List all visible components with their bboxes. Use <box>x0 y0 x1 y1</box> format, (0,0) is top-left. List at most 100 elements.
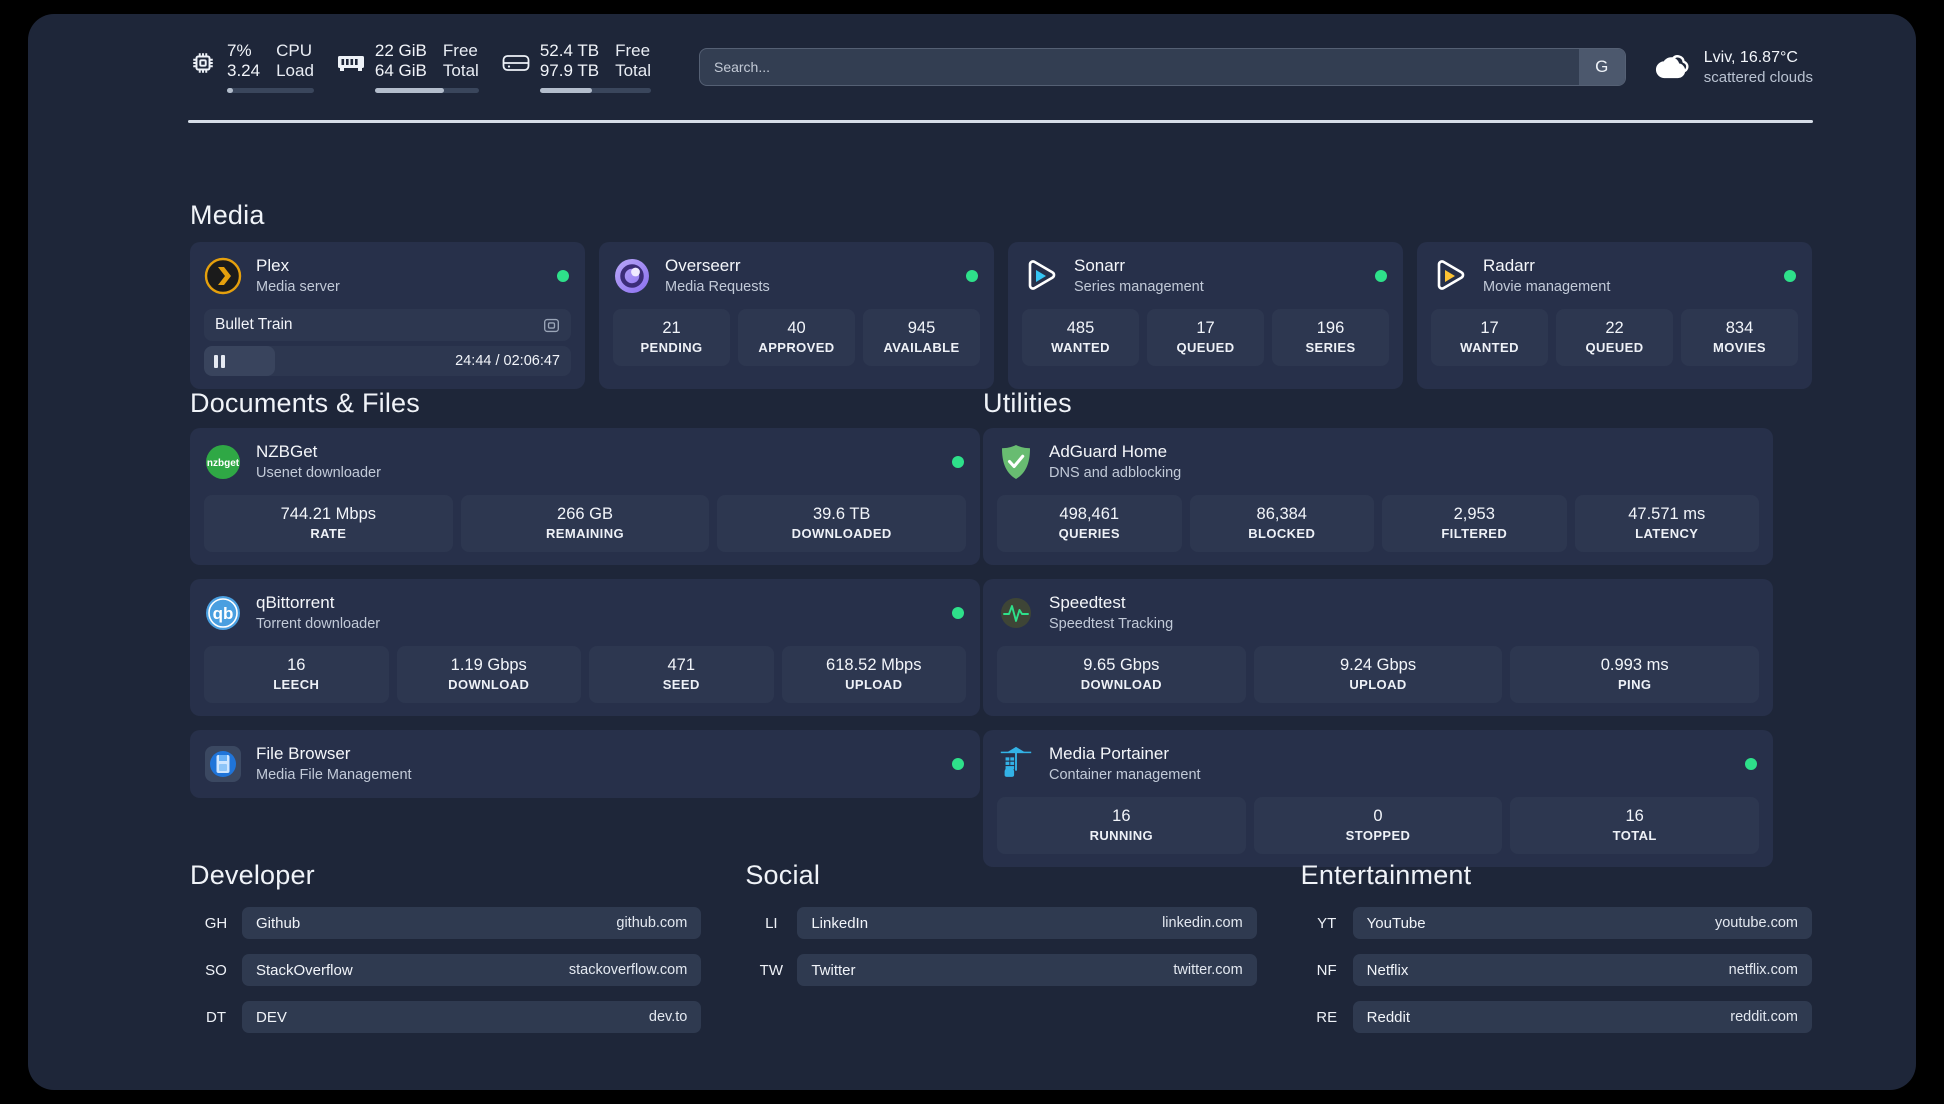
service-description: Torrent downloader <box>256 616 381 632</box>
cloud-icon <box>1652 47 1692 87</box>
service-card-titles: Overseerr Media Requests <box>665 255 770 297</box>
stat-value: 40 <box>787 319 806 337</box>
service-stat-tile[interactable]: 16 LEECH <box>204 646 389 703</box>
service-stat-tile[interactable]: 9.65 Gbps DOWNLOAD <box>997 646 1246 703</box>
bookmark-item[interactable]: GH Github github.com <box>190 907 702 939</box>
bookmark-url: reddit.com <box>1730 1009 1798 1025</box>
media-card-row: Plex Media server Bullet Train 24:44 / 02:0… <box>190 242 1812 389</box>
service-card[interactable]: Sonarr Series management 485 WANTED 17 QUEUED… <box>1008 242 1403 389</box>
stat-value: 0.993 ms <box>1600 656 1669 674</box>
stat-value: 86,384 <box>1256 505 1307 523</box>
service-card[interactable]: AdGuard Home DNS and adblocking 498,461 QUE… <box>983 428 1773 565</box>
service-card[interactable]: Overseerr Media Requests 21 PENDING 40 APPROV… <box>599 242 994 389</box>
service-name: Radarr <box>1483 256 1535 275</box>
service-stat-tile[interactable]: 485 WANTED <box>1022 309 1139 366</box>
service-name: Media Portainer <box>1049 744 1170 763</box>
service-stat-tile[interactable]: 0 STOPPED <box>1253 797 1503 854</box>
search-engine-button[interactable]: G <box>1578 49 1625 85</box>
service-card-header: Media Portainer Container management <box>997 743 1759 785</box>
service-card[interactable]: Plex Media server Bullet Train 24:44 / 02:0… <box>190 242 585 389</box>
service-description: Media File Management <box>256 767 412 783</box>
service-name: Sonarr <box>1074 256 1126 275</box>
bookmark-body: LinkedIn linkedin.com <box>797 907 1257 939</box>
stat-value: 2,953 <box>1453 505 1495 523</box>
service-stat-tile[interactable]: 17 WANTED <box>1431 309 1548 366</box>
service-card[interactable]: nzbget NZBGet Usenet downloader 744.21 Mbps… <box>190 428 980 565</box>
service-stat-tile[interactable]: 196 SERIES <box>1272 309 1389 366</box>
service-stat-tile[interactable]: 1.19 Gbps DOWNLOAD <box>396 646 581 703</box>
service-stat-tile[interactable]: 40 APPROVED <box>738 309 855 366</box>
weather-widget[interactable]: Lviv, 16.87°C scattered clouds <box>1652 47 1813 88</box>
service-stat-tile[interactable]: 22 QUEUED <box>1556 309 1673 366</box>
service-card-titles: Sonarr Series management <box>1074 255 1204 297</box>
service-card-header: File Browser Media File Management <box>204 743 966 785</box>
search-bar[interactable]: G <box>698 48 1626 86</box>
service-stat-tile[interactable]: 86,384 BLOCKED <box>1189 495 1374 552</box>
pause-icon[interactable] <box>214 354 225 368</box>
service-stat-tile[interactable]: 498,461 QUERIES <box>997 495 1182 552</box>
stat-label: RUNNING <box>1089 828 1154 843</box>
bookmark-item[interactable]: LI LinkedIn linkedin.com <box>745 907 1257 939</box>
cast-icon[interactable] <box>543 317 560 334</box>
service-stat-tile[interactable]: 39.6 TB DOWNLOADED <box>717 495 967 552</box>
bookmark-body: YouTube youtube.com <box>1352 907 1812 939</box>
section-title-media: Media <box>190 200 265 230</box>
stat-label: DOWNLOAD <box>1080 677 1162 692</box>
bookmark-item[interactable]: DT DEV dev.to <box>190 1001 702 1033</box>
search-input[interactable] <box>699 49 1579 85</box>
service-stat-tile[interactable]: 2,953 FILTERED <box>1382 495 1567 552</box>
service-description: Media server <box>256 279 340 295</box>
service-card[interactable]: Radarr Movie management 17 WANTED 22 QUEUED 83… <box>1417 242 1812 389</box>
service-name: File Browser <box>256 744 351 763</box>
service-stat-tile[interactable]: 945 AVAILABLE <box>863 309 980 366</box>
bookmark-url: twitter.com <box>1173 962 1243 978</box>
service-stat-tile[interactable]: 17 QUEUED <box>1147 309 1264 366</box>
service-stat-tile[interactable]: 0.993 ms PING <box>1510 646 1760 703</box>
service-card-header: Sonarr Series management <box>1022 255 1389 297</box>
memory-used-value: 22 GiB <box>374 41 427 60</box>
service-card-titles: Plex Media server <box>256 255 340 297</box>
bookmark-abbreviation: RE <box>1316 1008 1338 1026</box>
stat-value: 834 <box>1725 319 1754 337</box>
service-card-header: qb qBittorrent Torrent downloader <box>204 592 966 634</box>
bookmark-url: stackoverflow.com <box>568 962 688 978</box>
ram-icon <box>336 48 366 78</box>
service-description: Media Requests <box>665 279 770 295</box>
stat-value: 22 <box>1605 319 1624 337</box>
bookmark-item[interactable]: TW Twitter twitter.com <box>745 954 1257 986</box>
bookmark-item[interactable]: NF Netflix netflix.com <box>1301 954 1812 986</box>
service-card[interactable]: Media Portainer Container management 16 RUN… <box>983 730 1773 867</box>
bookmark-item[interactable]: YT YouTube youtube.com <box>1301 907 1812 939</box>
section-title-documents: Documents & Files <box>190 388 420 418</box>
service-stat-tile[interactable]: 834 MOVIES <box>1681 309 1798 366</box>
service-stat-tile[interactable]: 618.52 Mbps UPLOAD <box>781 646 966 703</box>
status-badge <box>557 270 569 282</box>
stat-label: APPROVED <box>758 340 835 355</box>
service-stat-tile[interactable]: 471 SEED <box>589 646 774 703</box>
stat-label: FILTERED <box>1441 526 1508 541</box>
stat-value: 39.6 TB <box>812 505 871 523</box>
service-description: Container management <box>1049 767 1201 783</box>
stat-value: 485 <box>1066 319 1095 337</box>
service-stat-tile[interactable]: 21 PENDING <box>613 309 730 366</box>
service-card[interactable]: File Browser Media File Management <box>190 730 980 798</box>
service-card[interactable]: qb qBittorrent Torrent downloader 16 LEECH 1.… <box>190 579 980 716</box>
bookmark-body: Netflix netflix.com <box>1352 954 1812 986</box>
service-stat-tile[interactable]: 16 TOTAL <box>1510 797 1760 854</box>
service-stat-tile[interactable]: 47.571 ms LATENCY <box>1574 495 1759 552</box>
service-card[interactable]: Speedtest Speedtest Tracking 9.65 Gbps DOWN… <box>983 579 1773 716</box>
bookmark-item[interactable]: RE Reddit reddit.com <box>1301 1001 1812 1033</box>
service-stats-row: 16 LEECH 1.19 Gbps DOWNLOAD 471 SEED 618.52 Mb… <box>204 646 966 703</box>
documents-card-column: nzbget NZBGet Usenet downloader 744.21 Mbps… <box>190 428 980 812</box>
service-stat-tile[interactable]: 744.21 Mbps RATE <box>204 495 453 552</box>
service-card-titles: Media Portainer Container management <box>1049 743 1201 785</box>
service-stat-tile[interactable]: 16 RUNNING <box>997 797 1246 854</box>
service-card-header: nzbget NZBGet Usenet downloader <box>204 441 966 483</box>
service-stat-tile[interactable]: 9.24 Gbps UPLOAD <box>1253 646 1503 703</box>
bookmark-item[interactable]: SO StackOverflow stackoverflow.com <box>190 954 702 986</box>
playback-progress-bar[interactable]: 24:44 / 02:06:47 <box>204 346 571 376</box>
stat-label: REMAINING <box>546 526 624 541</box>
bookmark-abbreviation: DT <box>206 1008 226 1026</box>
service-stat-tile[interactable]: 266 GB REMAINING <box>460 495 710 552</box>
bookmark-abbreviation: SO <box>205 961 227 979</box>
